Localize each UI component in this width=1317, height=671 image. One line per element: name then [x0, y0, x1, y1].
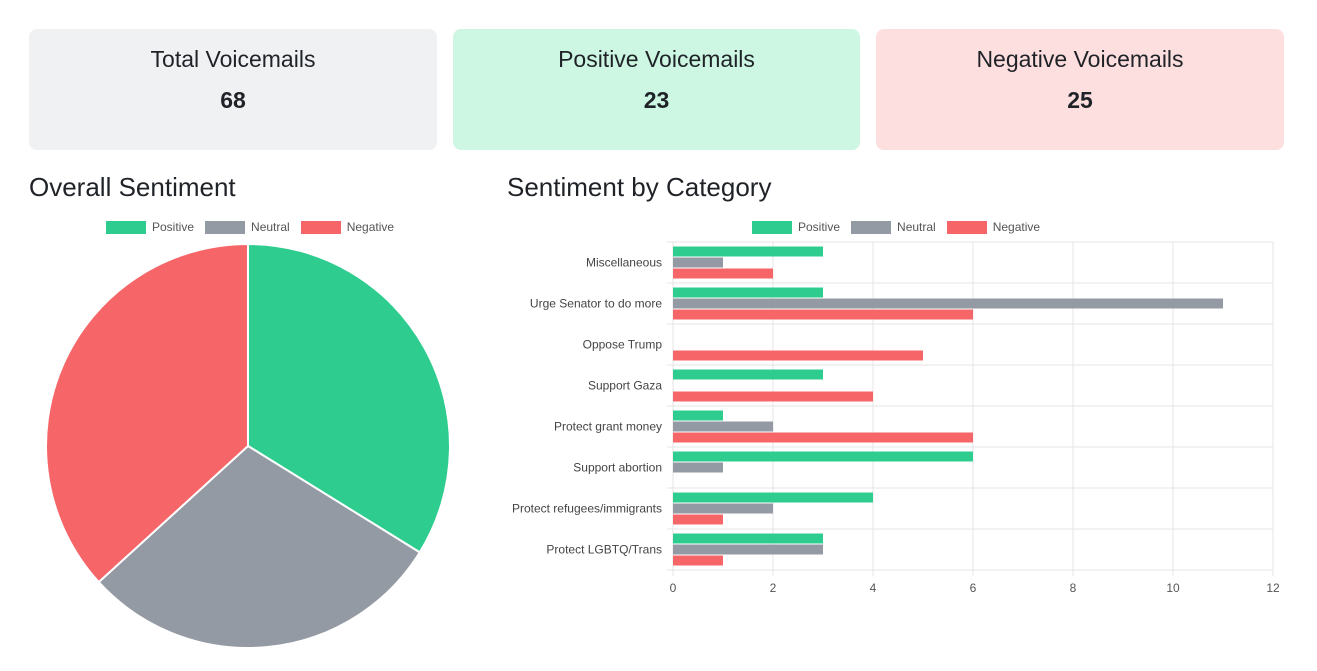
- bar-negative[interactable]: [673, 555, 723, 566]
- positive-swatch: [752, 220, 792, 234]
- bar-negative[interactable]: [673, 514, 723, 525]
- card-title: Total Voicemails: [150, 46, 316, 72]
- bar-legend: Positive Neutral Negative: [752, 219, 1051, 235]
- positive-voicemails-card: Positive Voicemails 23: [453, 29, 860, 150]
- x-tick-label: 12: [1266, 581, 1280, 595]
- bar-neutral[interactable]: [673, 462, 723, 473]
- card-title: Negative Voicemails: [976, 46, 1184, 72]
- neutral-swatch: [851, 220, 892, 234]
- bar-negative[interactable]: [673, 350, 923, 361]
- legend-item-negative[interactable]: Negative: [946, 220, 1041, 234]
- category-label: Protect grant money: [554, 420, 662, 434]
- legend-label: Positive: [798, 220, 841, 234]
- x-tick-label: 2: [770, 581, 777, 595]
- bar-negative[interactable]: [673, 391, 873, 402]
- legend-item-neutral[interactable]: Neutral: [851, 220, 936, 234]
- x-tick-label: 4: [870, 581, 877, 595]
- legend-label: Positive: [152, 220, 195, 234]
- legend-label: Negative: [992, 220, 1041, 234]
- category-label: Support abortion: [573, 461, 662, 475]
- negative-swatch: [300, 220, 341, 234]
- bar-positive[interactable]: [673, 492, 873, 503]
- overall-sentiment-pie-chart: [45, 242, 451, 649]
- bar-neutral[interactable]: [673, 257, 723, 268]
- bar-positive[interactable]: [673, 246, 823, 257]
- pie-slice-neutral[interactable]: [97, 444, 422, 649]
- card-title: Positive Voicemails: [558, 46, 755, 72]
- category-label: Urge Senator to do more: [530, 297, 662, 311]
- legend-label: Neutral: [897, 220, 936, 234]
- category-label: Protect refugees/immigrants: [512, 502, 662, 516]
- pie-legend: Positive Neutral Negative: [106, 219, 405, 235]
- legend-label: Negative: [346, 220, 395, 234]
- bar-positive[interactable]: [673, 287, 823, 298]
- category-label: Miscellaneous: [586, 256, 662, 270]
- bar-positive[interactable]: [673, 369, 823, 380]
- x-tick-label: 6: [970, 581, 977, 595]
- sentiment-by-category-title: Sentiment by Category: [507, 172, 772, 202]
- card-value: 68: [220, 87, 246, 113]
- pie-slice-positive[interactable]: [247, 242, 451, 554]
- legend-label: Neutral: [251, 220, 290, 234]
- sentiment-by-category-bar-chart: 0 2 4 6 8 10 12 Miscellaneous Urge Senator to do…: [512, 241, 1280, 595]
- bar-positive[interactable]: [673, 410, 723, 421]
- legend-item-positive[interactable]: Positive: [106, 220, 194, 234]
- pie-slice-negative[interactable]: [45, 242, 249, 584]
- negative-voicemails-card: Negative Voicemails 25: [876, 29, 1284, 150]
- bar-neutral[interactable]: [673, 503, 773, 514]
- x-tick-label: 0: [670, 581, 677, 595]
- bar-neutral[interactable]: [673, 544, 823, 555]
- card-value: 23: [643, 87, 670, 113]
- bar-negative[interactable]: [673, 309, 973, 320]
- bar-positive[interactable]: [673, 533, 823, 544]
- legend-item-positive[interactable]: Positive: [752, 220, 840, 234]
- x-tick-label: 10: [1166, 581, 1180, 595]
- category-label: Protect LGBTQ/Trans: [546, 543, 662, 557]
- legend-item-negative[interactable]: Negative: [300, 220, 395, 234]
- bar-positive[interactable]: [673, 451, 973, 462]
- negative-swatch: [946, 220, 987, 234]
- bar-negative[interactable]: [673, 268, 773, 279]
- neutral-swatch: [205, 220, 246, 234]
- x-tick-label: 8: [1070, 581, 1077, 595]
- bar-neutral[interactable]: [673, 298, 1223, 309]
- category-label: Oppose Trump: [583, 338, 663, 352]
- card-value: 25: [1067, 87, 1093, 113]
- legend-item-neutral[interactable]: Neutral: [205, 220, 290, 234]
- overall-sentiment-title: Overall Sentiment: [29, 172, 236, 202]
- category-label: Support Gaza: [588, 379, 662, 393]
- positive-swatch: [106, 220, 146, 234]
- total-voicemails-card: Total Voicemails 68: [29, 29, 437, 150]
- bar-negative[interactable]: [673, 432, 973, 443]
- bar-neutral[interactable]: [673, 421, 773, 432]
